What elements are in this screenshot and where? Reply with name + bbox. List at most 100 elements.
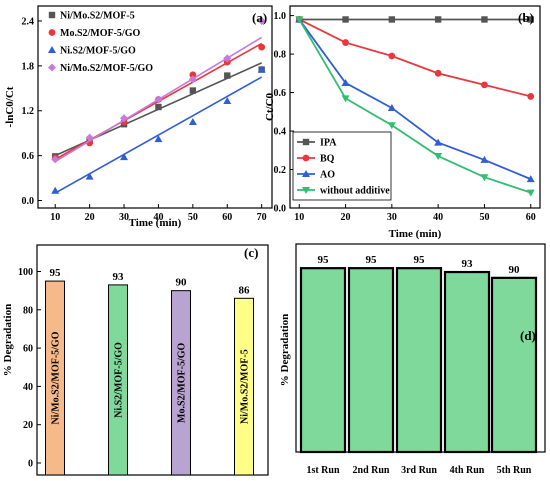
series-line <box>298 18 532 180</box>
panel-b-x-label: Time (min) <box>389 228 442 240</box>
data-point <box>85 133 94 142</box>
legend-marker <box>302 154 310 162</box>
y-tick-label: 40 <box>23 382 33 393</box>
legend-box <box>292 131 392 201</box>
fit-line <box>54 76 263 194</box>
data-point <box>434 16 442 23</box>
data-point <box>527 16 534 23</box>
data-point <box>434 153 443 161</box>
data-label: 93 <box>462 258 474 270</box>
legend-marker <box>302 138 310 146</box>
data-point <box>120 114 129 123</box>
legend-marker <box>48 63 56 72</box>
data-point <box>526 175 535 183</box>
data-point <box>480 174 489 182</box>
bar <box>490 276 538 454</box>
panel-d-label: (d) <box>520 328 536 343</box>
panel-d-marks: 95 1st Run 95 2nd Run 95 3rd Run 93 4th Run 90 5t… <box>299 254 538 476</box>
data-label: 86 <box>239 284 251 296</box>
panel-b-y-label: Ct/C0 <box>264 92 276 121</box>
y-tick-label: 1.8 <box>22 61 35 72</box>
y-tick-label: 2.4 <box>22 16 35 27</box>
data-point <box>154 95 163 104</box>
x-tick-label: 5th Run <box>497 465 532 476</box>
series-line <box>298 18 531 98</box>
x-tick-label: 10 <box>294 212 304 223</box>
data-point <box>342 16 349 23</box>
legend-marker <box>302 170 310 177</box>
x-tick-label: 20 <box>341 212 351 223</box>
data-point <box>341 95 350 103</box>
legend-label: without additive <box>320 186 390 197</box>
y-tick-label: 60 <box>23 344 33 355</box>
data-label: 90 <box>509 264 521 276</box>
x-tick-label: 50 <box>479 212 489 223</box>
data-label: 95 <box>50 267 62 279</box>
data-point <box>85 172 94 180</box>
data-point <box>257 16 266 25</box>
bar <box>108 284 128 476</box>
panel-b-marks: 10 20 30 40 50 60 0.0 0.2 0.4 0.6 0.8 1.0 IPA BQ AO wit… <box>274 11 536 223</box>
y-tick-label: 0.0 <box>274 204 287 215</box>
panel-c: 0 20 40 60 80 100 95 Ni/Mo.S2/MOF-5/GO 93 Ni.S2/M… <box>2 244 269 476</box>
data-point <box>295 16 304 24</box>
panel-c-y-label: % Degradation <box>2 304 14 376</box>
panel-a-y-label: -lnC0/Ct <box>4 86 16 127</box>
x-tick-label: 40 <box>433 212 443 223</box>
x-tick-label: 60 <box>222 212 232 223</box>
panel-d-y-label: % Degradation <box>279 314 291 386</box>
y-tick-label: 0.0 <box>22 196 35 207</box>
data-point <box>224 72 231 79</box>
series-line <box>298 19 532 194</box>
x-tick-label: 40 <box>153 212 163 223</box>
legend-marker <box>48 46 56 53</box>
data-label: 95 <box>414 254 426 266</box>
y-tick-label: 20 <box>23 420 33 431</box>
x-tick-label: 3rd Run <box>401 465 437 476</box>
y-tick-label: 80 <box>23 305 33 316</box>
panel-b-label: (b) <box>518 10 534 25</box>
data-point <box>527 93 535 100</box>
x-tick-label: 70 <box>257 212 267 223</box>
legend-label: Ni.S2/MOF-5/GO <box>60 46 136 57</box>
data-point <box>342 39 349 46</box>
data-point <box>120 153 129 161</box>
bar-category-label: Ni/Mo.S2/MOF-5/GO <box>51 331 62 424</box>
x-tick-label: 2nd Run <box>353 465 390 476</box>
y-tick-label: 0.4 <box>274 127 287 138</box>
panel-b-frame <box>289 5 541 209</box>
data-point <box>188 117 197 125</box>
x-tick-label: 50 <box>188 212 198 223</box>
data-point <box>387 103 396 111</box>
legend-label: Ni/Mo.S2/MOF-5 <box>60 11 135 22</box>
data-point <box>480 155 489 163</box>
bar-category-label: Ni/Mo.S2/MOF-5 <box>240 349 251 424</box>
data-label: 93 <box>113 271 125 283</box>
data-label: 90 <box>176 277 188 289</box>
bar-category-label: Mo.S2/MOF-5/GO <box>177 342 188 422</box>
data-point <box>189 71 197 79</box>
y-tick-label: 0.6 <box>274 88 287 99</box>
data-point <box>387 122 396 130</box>
bar <box>234 297 254 476</box>
data-point <box>434 69 442 77</box>
data-point <box>51 186 60 194</box>
legend-label: Mo.S2/MOF-5/GO <box>60 28 140 39</box>
legend-label: AO <box>320 170 335 181</box>
legend-label: IPA <box>320 138 337 149</box>
bar <box>395 267 443 454</box>
x-tick-label: 30 <box>119 212 129 223</box>
data-point <box>388 16 396 23</box>
data-point <box>223 97 232 105</box>
data-point <box>481 16 488 23</box>
legend-marker <box>48 29 56 36</box>
bar <box>299 267 347 454</box>
data-point <box>341 78 350 86</box>
panel-c-frame <box>36 244 269 476</box>
y-tick-label: 0.2 <box>274 165 287 176</box>
data-point <box>223 54 232 63</box>
panel-d: 95 1st Run 95 2nd Run 95 3rd Run 93 4th Run 90 5t… <box>279 243 546 476</box>
legend-label: BQ <box>320 154 335 165</box>
data-point <box>257 65 266 73</box>
